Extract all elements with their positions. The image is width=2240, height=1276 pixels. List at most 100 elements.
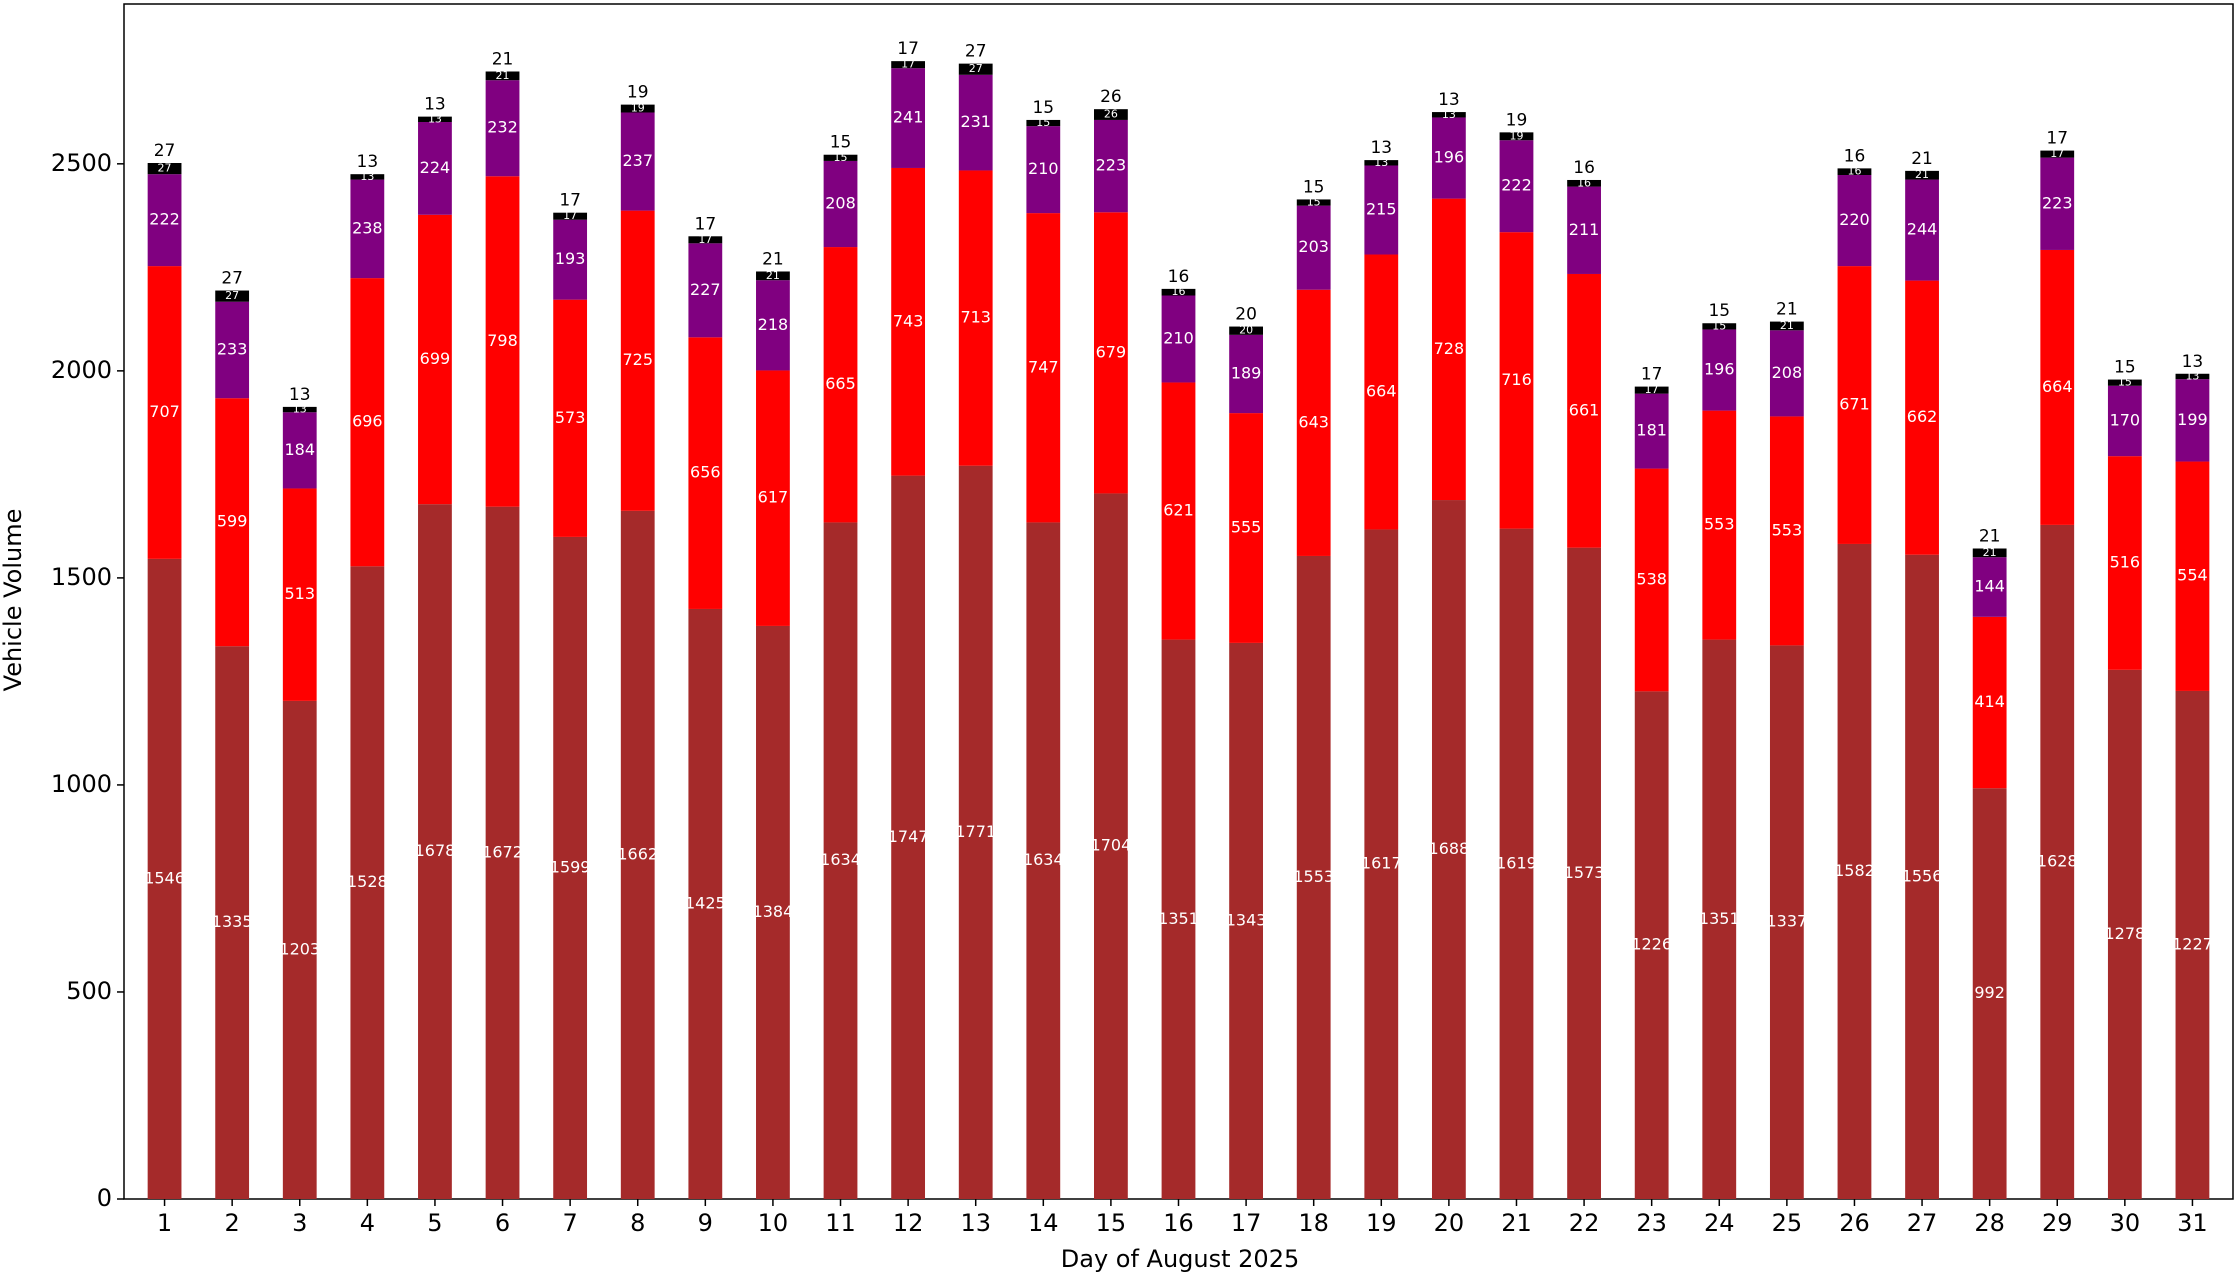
bar-value-label: 15: [834, 151, 848, 164]
bar-total-label: 16: [1844, 146, 1866, 166]
bar-total-label: 13: [1370, 138, 1392, 158]
x-tick-label: 1: [157, 1209, 172, 1237]
bar-segment: [1905, 280, 1939, 555]
bar-segment: [418, 122, 452, 215]
y-tick-label: 2000: [51, 356, 112, 384]
bar-segment: [1837, 168, 1872, 176]
bar-total-label: 17: [897, 39, 919, 59]
bar-segment: [1567, 273, 1601, 548]
bar-value-label: 1351: [1158, 909, 1199, 928]
bar-value-label: 21: [1780, 319, 1794, 332]
bar-value-label: 208: [825, 193, 856, 212]
x-tick-label: 3: [292, 1209, 307, 1237]
bar-value-label: 679: [1096, 342, 1127, 361]
bar-value-label: 643: [1298, 412, 1329, 431]
bar-segment: [1769, 321, 1804, 331]
bar-value-label: 1672: [482, 842, 523, 861]
bar-segment: [1094, 119, 1128, 213]
bar-value-label: 713: [960, 308, 991, 327]
bar-value-label: 244: [1907, 220, 1938, 239]
bar-value-label: 1227: [2172, 934, 2213, 953]
bar-segment: [1702, 410, 1737, 640]
bar-segment: [215, 301, 250, 399]
bar-segment: [1905, 170, 1939, 180]
x-tick-label: 10: [758, 1209, 789, 1237]
bar-segment: [2107, 379, 2142, 386]
bar-segment: [350, 174, 385, 180]
bar-segment: [1634, 393, 1669, 469]
bar-value-label: 181: [1636, 421, 1667, 440]
bar-segment: [1094, 493, 1128, 1199]
bar-segment: [1769, 330, 1804, 417]
bar-segment: [1229, 334, 1263, 414]
bar-value-label: 798: [487, 331, 518, 350]
bar-segment: [215, 646, 250, 1199]
bar-segment: [958, 170, 993, 466]
bar-value-label: 1546: [144, 868, 185, 887]
bar-value-label: 513: [284, 584, 315, 603]
bar-segment: [1769, 416, 1804, 646]
bar-value-label: 13: [1442, 108, 1456, 121]
y-tick-label: 0: [97, 1184, 112, 1212]
bar-value-label: 1337: [1767, 912, 1808, 931]
bar-segment: [1296, 199, 1331, 206]
bar-segment: [1499, 132, 1534, 141]
bar-segment: [1567, 179, 1601, 187]
bar-value-label: 516: [2110, 552, 2141, 571]
bar-value-label: 15: [2118, 376, 2132, 389]
bar-segment: [756, 370, 790, 626]
bar-segment: [147, 558, 182, 1199]
bar-segment: [688, 236, 723, 244]
bar-segment: [1634, 468, 1669, 692]
bar-segment: [1161, 288, 1196, 296]
bar-segment: [1364, 165, 1399, 255]
bar-segment: [350, 278, 385, 567]
bar-segment: [1094, 109, 1128, 120]
bar-value-label: 1384: [753, 902, 794, 921]
bar-value-label: 222: [149, 210, 180, 229]
bar-segment: [1499, 528, 1534, 1199]
bar-total-label: 26: [1100, 87, 1122, 107]
bar-value-label: 21: [766, 269, 780, 282]
bar-value-label: 227: [690, 280, 721, 299]
bar-value-label: 27: [225, 289, 239, 302]
x-axis-label: Day of August 2025: [1061, 1245, 1299, 1273]
bar-segment: [2107, 385, 2142, 457]
bar-value-label: 189: [1231, 363, 1262, 382]
bar-value-label: 223: [2042, 193, 2073, 212]
bar-total-label: 15: [1032, 98, 1054, 118]
bar-segment: [1229, 413, 1263, 643]
bar-segment: [891, 61, 926, 69]
bar-value-label: 728: [1434, 339, 1465, 358]
bar-segment: [2040, 157, 2075, 250]
bar-segment: [215, 398, 250, 647]
bar-value-label: 13: [2185, 369, 2199, 382]
bar-value-label: 15: [1036, 116, 1050, 129]
x-tick-label: 20: [1434, 1209, 1465, 1237]
bar-segment: [756, 271, 790, 281]
bar-value-label: 223: [1096, 156, 1127, 175]
x-tick-label: 28: [1974, 1209, 2005, 1237]
bar-value-label: 13: [428, 112, 442, 125]
bar-segment: [1634, 691, 1669, 1199]
bar-value-label: 992: [1974, 983, 2005, 1002]
bar-segment: [1431, 198, 1466, 501]
bar-value-label: 696: [352, 412, 383, 431]
bar-segment: [1972, 616, 2007, 789]
bar-value-label: 15: [1712, 319, 1726, 332]
bar-value-label: 1425: [685, 893, 726, 912]
bar-segment: [147, 266, 182, 559]
x-tick-label: 9: [698, 1209, 713, 1237]
bar-value-label: 1747: [888, 827, 929, 846]
bar-segment: [553, 299, 588, 537]
bar-value-label: 16: [1577, 176, 1591, 189]
bar-value-label: 21: [1983, 546, 1997, 559]
y-tick-label: 2500: [51, 149, 112, 177]
x-tick-label: 17: [1231, 1209, 1262, 1237]
bar-value-label: 208: [1772, 363, 1803, 382]
bar-total-label: 17: [559, 191, 581, 211]
bar-total-label: 15: [1303, 177, 1325, 197]
bar-value-label: 218: [758, 315, 789, 334]
bar-value-label: 231: [960, 112, 991, 131]
bar-segment: [485, 80, 520, 177]
